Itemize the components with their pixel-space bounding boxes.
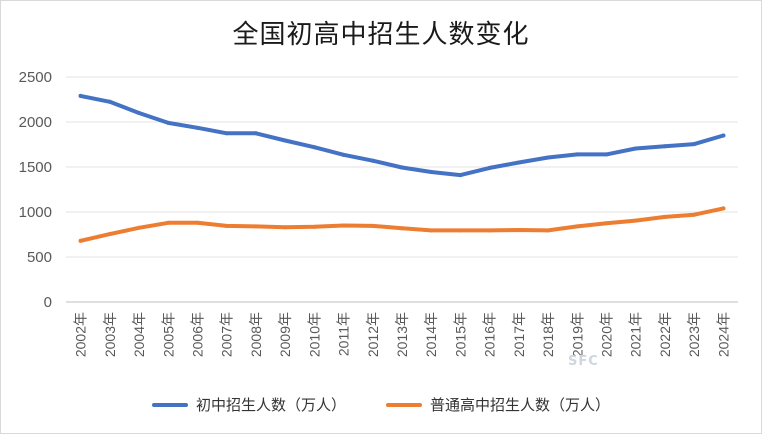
- data-point: [721, 133, 726, 138]
- data-point: [575, 152, 580, 157]
- data-point: [224, 131, 229, 136]
- series-lines: [78, 93, 726, 243]
- legend-swatch-senior: [386, 402, 422, 407]
- y-axis-tick-labels: 0 500 1000 1500 2000 2500: [19, 69, 52, 311]
- data-point: [692, 142, 697, 147]
- data-point: [107, 99, 112, 104]
- x-tick-label: 2005年: [160, 312, 176, 357]
- data-point: [633, 146, 638, 151]
- legend-swatch-junior: [151, 402, 188, 407]
- data-point: [487, 228, 492, 233]
- data-point: [516, 160, 521, 165]
- x-tick-label: 2020年: [599, 312, 615, 357]
- x-tick-label: 2010年: [306, 312, 322, 357]
- data-point: [546, 228, 551, 233]
- data-point: [253, 131, 258, 136]
- x-axis-tick-labels: 2002年 2003年 2004年 2005年 2006年 2007年 2008年 2009年…: [73, 312, 732, 357]
- series-line-junior: [78, 93, 726, 178]
- x-tick-label: 2024年: [715, 312, 731, 357]
- x-tick-label: 2017年: [511, 312, 527, 357]
- data-point: [400, 165, 404, 170]
- data-point: [546, 155, 551, 160]
- data-point: [516, 228, 521, 232]
- x-tick-label: 2011年: [336, 312, 352, 356]
- series-line-senior: [78, 206, 726, 243]
- y-tick-label: 2500: [19, 69, 52, 86]
- chart-title: 全国初高中招生人数变化: [232, 20, 530, 50]
- x-tick-label: 2003年: [102, 312, 118, 357]
- x-tick-label: 2022年: [657, 312, 673, 357]
- data-point: [604, 221, 609, 226]
- data-point: [137, 111, 142, 115]
- gridlines: [66, 76, 738, 303]
- data-point: [429, 169, 434, 174]
- x-tick-label: 2019年: [569, 312, 585, 357]
- x-tick-label: 2021年: [628, 312, 644, 357]
- data-point: [400, 226, 404, 231]
- x-tick-label: 2015年: [452, 312, 468, 357]
- data-point: [692, 212, 697, 217]
- legend-item-senior: 普通高中招生人数（万人）: [386, 394, 610, 415]
- y-tick-label: 0: [44, 294, 52, 311]
- data-point: [283, 225, 288, 230]
- data-point: [253, 224, 258, 229]
- watermark-logo: SFC: [568, 354, 599, 369]
- x-tick-label: 2018年: [540, 312, 556, 357]
- legend-label-junior: 初中招生人数（万人）: [195, 396, 346, 414]
- data-point: [78, 238, 83, 243]
- data-point: [195, 220, 200, 225]
- data-point: [604, 152, 609, 157]
- data-point: [458, 228, 463, 233]
- x-tick-label: 2004年: [131, 312, 147, 357]
- x-tick-label: 2012年: [365, 312, 381, 357]
- data-point: [283, 138, 288, 143]
- y-tick-label: 500: [27, 249, 52, 266]
- x-tick-label: 2002年: [73, 312, 89, 357]
- data-point: [312, 224, 317, 229]
- x-tick-label: 2014年: [423, 312, 439, 357]
- data-point: [458, 173, 463, 178]
- legend-item-junior: 初中招生人数（万人）: [151, 394, 346, 415]
- x-tick-label: 2016年: [482, 312, 498, 357]
- data-point: [312, 145, 317, 150]
- x-tick-label: 2008年: [248, 312, 264, 357]
- x-tick-label: 2023年: [686, 312, 702, 357]
- data-point: [166, 220, 171, 225]
- data-point: [662, 144, 667, 149]
- data-point: [429, 228, 434, 233]
- data-point: [166, 120, 171, 125]
- data-point: [487, 165, 492, 170]
- data-point: [575, 224, 580, 229]
- x-tick-label: 2006年: [189, 312, 205, 357]
- data-point: [370, 223, 375, 228]
- legend: 初中招生人数（万人） 普通高中招生人数（万人）: [0, 394, 762, 415]
- data-point: [224, 223, 229, 228]
- data-point: [137, 225, 142, 230]
- legend-label-senior: 普通高中招生人数（万人）: [430, 396, 611, 414]
- y-tick-label: 1500: [19, 159, 52, 176]
- data-point: [341, 223, 346, 228]
- data-point: [341, 152, 346, 157]
- data-point: [195, 125, 200, 130]
- y-tick-label: 2000: [19, 114, 52, 131]
- data-point: [370, 158, 375, 163]
- data-point: [633, 218, 638, 223]
- x-tick-label: 2007年: [219, 312, 235, 357]
- data-point: [78, 93, 83, 98]
- y-tick-label: 1000: [19, 204, 52, 221]
- data-point: [662, 214, 667, 219]
- data-point: [107, 232, 112, 237]
- x-tick-label: 2009年: [277, 312, 293, 357]
- x-tick-label: 2013年: [394, 312, 410, 357]
- data-point: [721, 206, 726, 211]
